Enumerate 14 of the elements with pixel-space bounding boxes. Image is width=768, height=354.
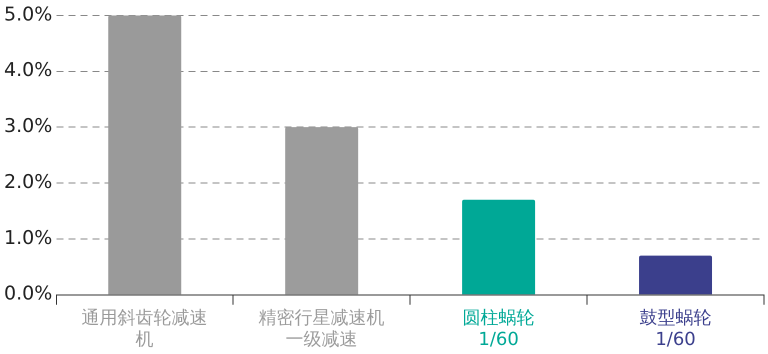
bar [108,15,182,294]
bar [285,127,358,294]
x-tick-label: 通用斜齿轮减速机 [82,307,208,350]
y-tick-label: 3.0% [4,115,52,138]
x-tick-label: 鼓型蜗轮 1/60 [640,307,712,350]
x-tick-label: 精密行星减速机一级减速 [258,307,385,350]
y-tick-label: 2.0% [4,170,52,193]
y-tick-label: 5.0% [4,3,52,26]
bar [462,200,536,294]
y-tick-label: 1.0% [4,226,52,249]
y-tick-label: 4.0% [4,59,52,82]
bar [639,256,712,294]
y-tick-label: 0.0% [4,282,52,305]
x-tick-label: 圆柱蜗轮 1/60 [462,307,535,350]
